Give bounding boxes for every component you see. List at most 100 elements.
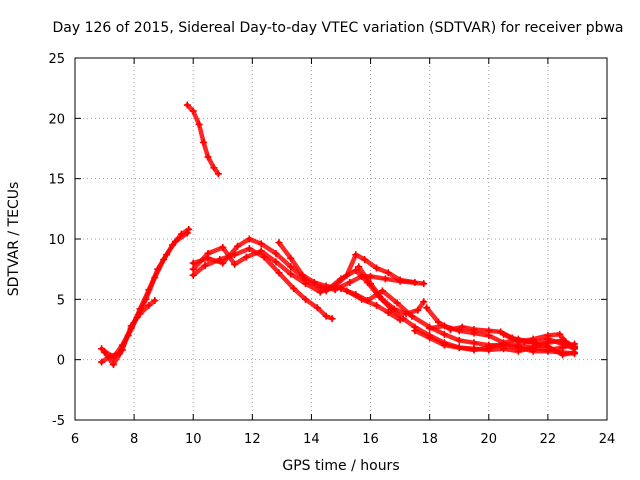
data-point — [183, 229, 191, 237]
data-point — [426, 334, 434, 342]
data-point — [393, 299, 401, 307]
data-point — [204, 153, 212, 161]
data-point — [378, 295, 386, 303]
y-tick-label: 5 — [57, 293, 65, 308]
data-point — [195, 120, 203, 128]
y-axis-title: SDTVAR / TECUs — [6, 182, 22, 297]
series-trace — [99, 230, 190, 360]
data-point — [544, 346, 552, 354]
series-track-3 — [101, 297, 159, 368]
data-point — [109, 360, 117, 368]
data-point — [163, 251, 171, 259]
series-track-11 — [343, 287, 404, 324]
data-point — [455, 344, 463, 352]
data-point — [423, 304, 431, 312]
data-point — [559, 344, 567, 352]
data-point — [514, 338, 522, 346]
y-tick-label: -5 — [52, 414, 65, 429]
data-point — [328, 315, 336, 323]
data-point — [337, 275, 345, 283]
series-trace — [190, 245, 418, 295]
grid — [75, 58, 607, 420]
axis-ticks: 6 8 10 12 14 16 18 20 22 24 -5 0 5 10 15 20 25 — [48, 52, 615, 447]
x-tick-label: 16 — [362, 432, 379, 447]
data-point — [302, 280, 310, 288]
y-tick-label: 25 — [48, 52, 65, 67]
data-point — [556, 330, 564, 338]
data-point — [189, 259, 197, 267]
data-point — [485, 344, 493, 352]
data-point — [136, 310, 144, 318]
data-point — [352, 266, 360, 274]
series-trace — [190, 246, 335, 321]
data-point — [390, 305, 398, 313]
data-point — [529, 335, 537, 343]
series-track-6 — [189, 243, 419, 296]
data-point — [396, 316, 404, 324]
data-point — [272, 249, 280, 257]
data-point — [242, 253, 250, 261]
data-point — [470, 329, 478, 337]
data-point — [154, 265, 162, 273]
data-point — [455, 327, 463, 335]
data-point — [470, 339, 478, 347]
data-point — [485, 332, 493, 340]
data-point — [245, 235, 253, 243]
x-tick-label: 24 — [599, 432, 616, 447]
data-point — [219, 243, 227, 251]
data-point — [322, 312, 330, 320]
data-point — [322, 287, 330, 295]
data-point — [529, 344, 537, 352]
series-track-4 — [183, 101, 222, 178]
data-point — [214, 170, 222, 178]
series-track-2 — [98, 229, 191, 361]
data-point — [145, 286, 153, 294]
data-point — [384, 269, 392, 277]
data-point — [231, 260, 239, 268]
data-point — [200, 138, 208, 146]
data-point — [171, 237, 179, 245]
data-point — [287, 270, 295, 278]
data-point — [204, 249, 212, 257]
data-point — [275, 239, 283, 247]
data-point — [470, 346, 478, 354]
data-point — [98, 345, 106, 353]
x-tick-label: 18 — [421, 432, 438, 447]
data-point — [396, 276, 404, 284]
data-point — [216, 256, 224, 264]
data-point — [231, 251, 239, 259]
data-point — [245, 245, 253, 253]
data-point — [210, 164, 218, 172]
data-point — [189, 271, 197, 279]
y-tick-label: 15 — [48, 173, 65, 188]
data-point — [189, 265, 197, 273]
data-point — [346, 278, 354, 286]
data-point — [234, 242, 242, 250]
data-point — [287, 254, 295, 262]
data-point — [127, 322, 135, 330]
data-point — [257, 240, 265, 248]
data-point — [426, 324, 434, 332]
data-point — [440, 322, 448, 330]
x-axis-title: GPS time / hours — [282, 458, 399, 474]
data-point — [275, 269, 283, 277]
chart-title: Day 126 of 2015, Sidereal Day-to-day VTE… — [52, 20, 623, 36]
x-tick-label: 14 — [303, 432, 320, 447]
data-point — [562, 338, 570, 346]
x-tick-label: 12 — [244, 432, 261, 447]
data-point — [189, 107, 197, 115]
data-point — [440, 330, 448, 338]
x-tick-label: 8 — [130, 432, 138, 447]
data-point — [372, 301, 380, 309]
data-point — [411, 327, 419, 335]
x-tick-label: 20 — [481, 432, 498, 447]
data-point — [316, 288, 324, 296]
data-point — [420, 280, 428, 288]
series-track-14 — [411, 327, 578, 354]
data-point — [151, 297, 159, 305]
x-tick-label: 10 — [185, 432, 202, 447]
data-point — [440, 341, 448, 349]
data-point — [384, 309, 392, 317]
data-point — [544, 332, 552, 340]
data-point — [378, 287, 386, 295]
